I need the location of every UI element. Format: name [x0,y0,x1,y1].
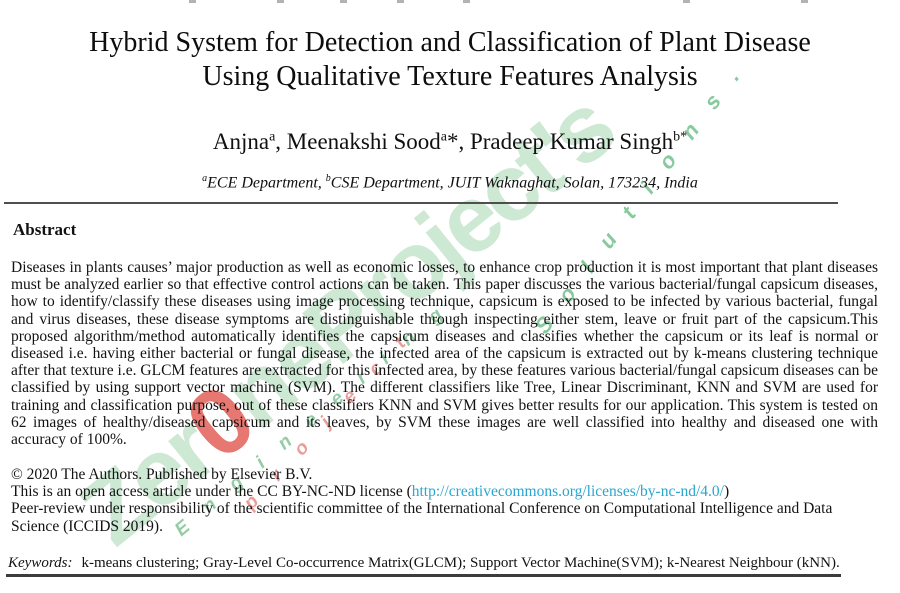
peer-review-line-1: Peer-review under responsibility of the … [11,500,833,518]
paper-title-line2: Using Qualitative Texture Features Analy… [202,61,698,92]
paper-title-line1: Hybrid System for Detection and Classifi… [89,27,811,58]
header-remnant-mark [397,0,404,3]
open-access-text: This is an open access article under the… [11,483,412,501]
author-separator: , [458,129,470,154]
abstract-body: Diseases in plants causes’ major product… [11,259,878,449]
affiliation-sup-a: a [202,173,208,184]
affiliation-ece: ECE Department, [207,174,326,192]
header-divider-rule [4,202,838,204]
author-1-affiliation-mark: a [269,129,276,145]
author-3-affiliation-mark: b* [673,129,688,145]
author-3: Pradeep Kumar Singh [469,129,674,154]
affiliation-sup-b: b [325,173,331,184]
affiliation-line: aECE Department, bCSE Department, JUIT W… [0,173,900,192]
paper-title: Hybrid System for Detection and Classifi… [0,26,900,94]
author-2-corresponding-mark: * [446,129,459,154]
copyright-line: © 2020 The Authors. Published by Elsevie… [11,466,313,483]
open-access-line: This is an open access article under the… [11,483,885,500]
author-1: Anjna [212,129,270,154]
author-list: Anjnaa, Meenakshi Sooda*, Pradeep Kumar … [0,129,900,155]
keywords-line: Keywords: k-means clustering; Gray-Level … [8,555,840,572]
header-remnant-mark [801,0,808,3]
header-remnant-mark [683,0,690,3]
affiliation-cse: CSE Department, JUIT Waknaghat, Solan, 1… [330,174,698,192]
keywords-bottom-rule [6,574,841,577]
header-remnant-mark [189,0,196,3]
license-block: © 2020 The Authors. Published by Elsevie… [11,466,885,535]
peer-review-line-2: Science (ICCIDS 2019). [11,517,163,535]
author-2-affiliation-mark: a [440,129,447,145]
author-separator: , [275,129,287,154]
open-access-close-paren: ) [723,483,730,501]
header-remnant-mark [277,0,284,3]
author-2: Meenakshi Sood [286,129,441,154]
creative-commons-link[interactable]: http://creativecommons.org/licenses/by-n… [411,483,724,501]
keywords-label: Keywords: [8,555,73,571]
abstract-heading: Abstract [13,220,77,239]
header-remnant-mark [340,0,347,3]
header-remnant-mark [463,0,470,3]
keywords-list: k-means clustering; Gray-Level Co-occurr… [81,555,840,571]
